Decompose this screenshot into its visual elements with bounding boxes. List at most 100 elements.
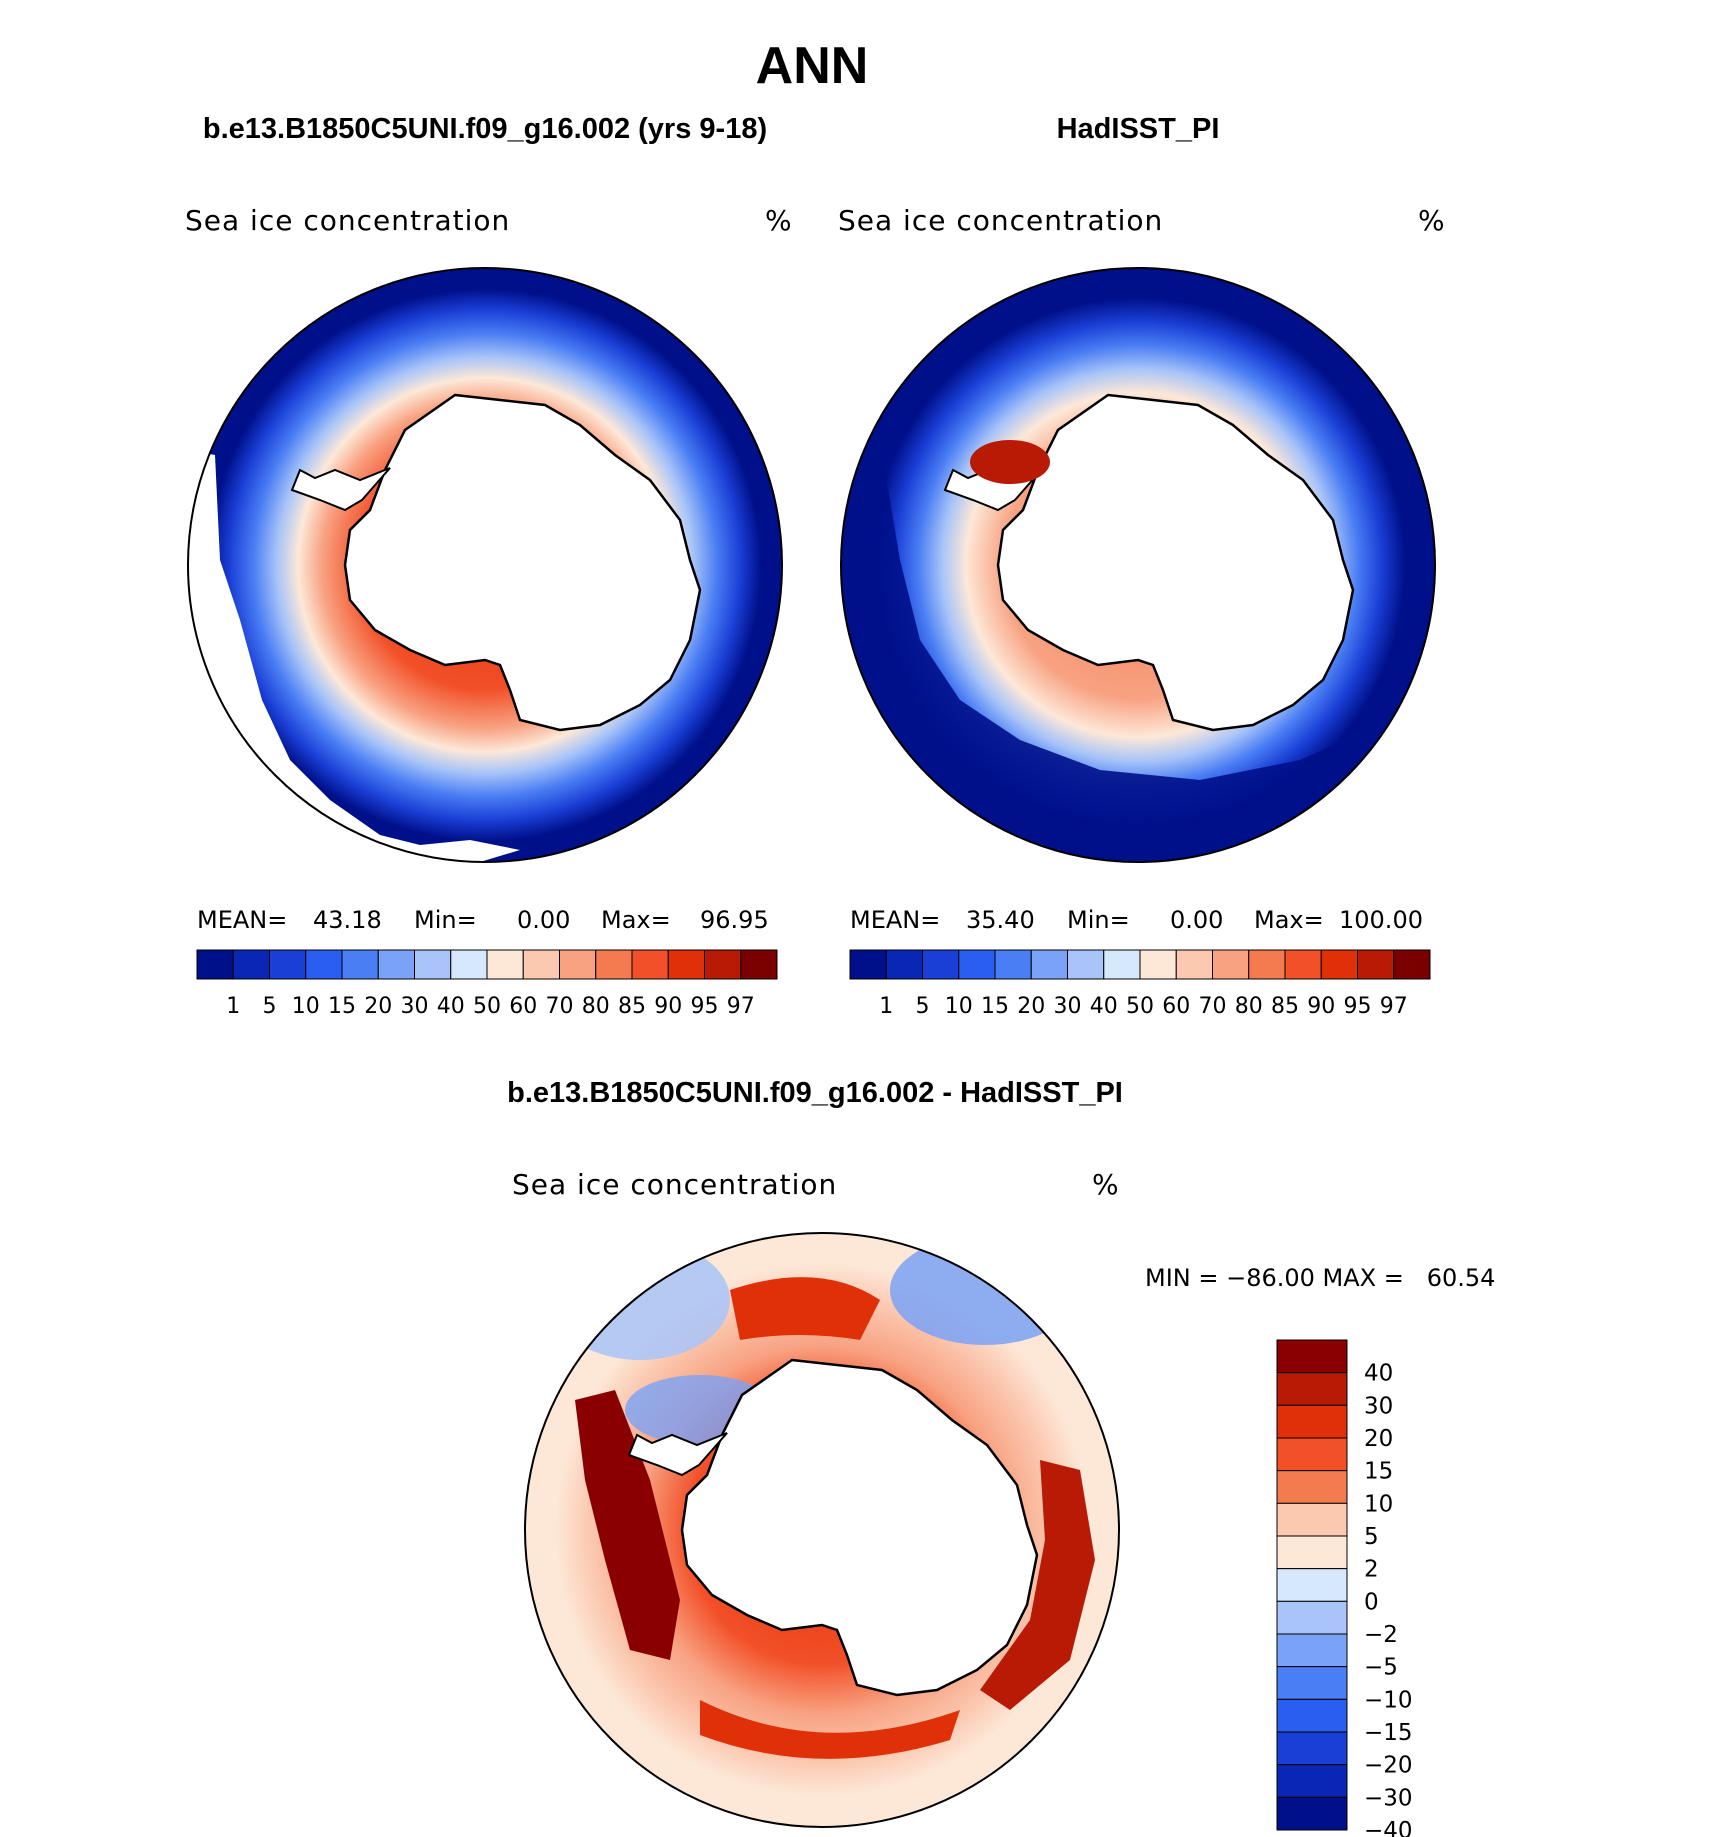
model-colorbar-tick-label: 10 <box>292 994 320 1019</box>
obs-colorbar-tick-label: 80 <box>1235 994 1263 1019</box>
obs-colorbar: 1 5 10 15 20 30 40 50 60 70 80 85 90 95 97 <box>849 949 1431 1019</box>
model-min-value: 0.00 <box>517 906 570 934</box>
diff-colorbar-tick-label: 5 <box>1364 1524 1379 1550</box>
diff-variable-label: Sea ice concentration <box>512 1168 837 1201</box>
model-colorbar: 1 5 10 15 20 30 40 50 60 70 80 85 90 95 97 <box>196 949 778 1019</box>
diff-strong-positive-east <box>980 1460 1095 1710</box>
model-min-label: Min= <box>414 906 477 934</box>
model-colorbar-tick-label: 85 <box>618 994 646 1019</box>
model-colorbar-swatch <box>559 949 597 980</box>
obs-colorbar-swatch <box>994 949 1032 980</box>
diff-colorbar-swatch <box>1276 1339 1348 1374</box>
model-colorbar-tick-label: 30 <box>401 994 429 1019</box>
obs-colorbar-swatch <box>849 949 887 980</box>
model-antarctica <box>343 393 702 732</box>
model-colorbar-tick-label: 40 <box>437 994 465 1019</box>
diff-colorbar-swatch <box>1276 1764 1348 1798</box>
model-colorbar-swatch <box>740 949 778 980</box>
obs-colorbar-swatch <box>1067 949 1105 980</box>
obs-colorbar-tick-label: 95 <box>1344 994 1372 1019</box>
obs-min-label: Min= <box>1067 906 1130 934</box>
obs-variable-label: Sea ice concentration <box>838 204 1163 237</box>
obs-colorbar-tick-label: 50 <box>1126 994 1154 1019</box>
model-colorbar-tick-label: 15 <box>328 994 356 1019</box>
diff-polar-map <box>524 1232 1120 1828</box>
diff-positive-south <box>700 1700 960 1759</box>
diff-colorbar-swatch <box>1276 1600 1348 1635</box>
obs-colorbar-tick-label: 40 <box>1090 994 1118 1019</box>
model-colorbar-swatch <box>196 949 234 980</box>
model-mean-label: MEAN= <box>197 906 287 934</box>
diff-panel-heading: b.e13.B1850C5UNI.f09_g16.002 - HadISST_P… <box>507 1077 1123 1109</box>
obs-colorbar-swatch <box>885 949 923 980</box>
model-panel-heading: b.e13.B1850C5UNI.f09_g16.002 (yrs 9-18) <box>203 113 767 145</box>
model-colorbar-tick-label: 50 <box>473 994 501 1019</box>
model-colorbar-tick-label: 80 <box>582 994 610 1019</box>
model-colorbar-swatch <box>341 949 379 980</box>
model-variable-label: Sea ice concentration <box>185 204 510 237</box>
obs-units-label: % <box>1418 204 1445 237</box>
model-colorbar-swatch <box>377 949 415 980</box>
obs-colorbar-swatch <box>922 949 960 980</box>
diff-colorbar-swatch <box>1276 1698 1348 1733</box>
model-colorbar-tick-label: 70 <box>546 994 574 1019</box>
diff-colorbar-tick-label: −30 <box>1364 1785 1413 1811</box>
diff-strong-positive-west <box>575 1390 680 1660</box>
diff-colorbar-swatch <box>1276 1437 1348 1472</box>
model-colorbar-tick-label: 60 <box>509 994 537 1019</box>
diff-peninsula <box>627 1432 728 1477</box>
obs-colorbar-swatch <box>1357 949 1395 980</box>
obs-stats: MEAN= 35.40 Min= 0.00 Max= 100.00 <box>850 906 1423 934</box>
diff-colorbar-tick-label: 2 <box>1364 1557 1379 1583</box>
model-colorbar-tick-label: 90 <box>654 994 682 1019</box>
model-colorbar-swatch <box>522 949 560 980</box>
obs-colorbar-tick-label: 30 <box>1054 994 1082 1019</box>
diff-colorbar-swatch <box>1276 1502 1348 1537</box>
model-max-label: Max= <box>601 906 671 934</box>
obs-polar-map <box>840 267 1436 863</box>
model-colorbar-tick-label: 95 <box>691 994 719 1019</box>
diff-colorbar-tick-label: 10 <box>1364 1491 1393 1517</box>
diff-antarctica <box>680 1358 1039 1697</box>
obs-colorbar-swatch <box>1103 949 1141 980</box>
diff-colorbar-tick-label: −40 <box>1364 1818 1413 1837</box>
obs-mean-label: MEAN= <box>850 906 940 934</box>
diff-colorbar-swatch <box>1276 1535 1348 1570</box>
diff-colorbar-tick-label: −10 <box>1364 1687 1413 1713</box>
obs-colorbar-swatch <box>1212 949 1250 980</box>
obs-colorbar-swatch <box>1175 949 1213 980</box>
diff-colorbar-swatch <box>1276 1731 1348 1766</box>
diff-colorbar-tick-label: 30 <box>1364 1393 1393 1419</box>
figure-title: ANN <box>756 37 869 95</box>
obs-max-value: 100.00 <box>1339 906 1423 934</box>
model-colorbar-swatch <box>232 949 270 980</box>
diff-minmax-label: MIN = −86.00 MAX = 60.54 <box>1145 1264 1495 1292</box>
obs-colorbar-swatch <box>1139 949 1177 980</box>
model-colorbar-swatch <box>704 949 742 980</box>
diff-colorbar-tick-label: −15 <box>1364 1720 1413 1746</box>
diff-negative-region-top-right <box>890 1235 1080 1345</box>
model-colorbar-tick-label: 20 <box>364 994 392 1019</box>
obs-colorbar-tick-label: 10 <box>945 994 973 1019</box>
obs-colorbar-tick-label: 1 <box>879 994 893 1019</box>
model-colorbar-swatch <box>414 949 452 980</box>
model-missing-data-patch <box>188 450 520 862</box>
diff-colorbar-tick-label: 40 <box>1364 1361 1393 1387</box>
model-peninsula <box>290 467 391 512</box>
model-colorbar-swatch <box>667 949 705 980</box>
obs-colorbar-tick-label: 97 <box>1380 994 1408 1019</box>
diff-colorbar-tick-label: −20 <box>1364 1753 1413 1779</box>
diff-units-label: % <box>1092 1168 1119 1201</box>
obs-panel-heading: HadISST_PI <box>1057 113 1220 145</box>
obs-colorbar-tick-label: 60 <box>1162 994 1190 1019</box>
obs-colorbar-tick-label: 90 <box>1307 994 1335 1019</box>
diff-positive-north <box>730 1277 880 1340</box>
model-colorbar-swatch <box>305 949 343 980</box>
model-colorbar-swatch <box>631 949 669 980</box>
diff-colorbar-swatch <box>1276 1404 1348 1439</box>
obs-colorbar-tick-label: 20 <box>1017 994 1045 1019</box>
diff-colorbar-tick-label: 15 <box>1364 1459 1393 1485</box>
obs-colorbar-swatch <box>958 949 996 980</box>
